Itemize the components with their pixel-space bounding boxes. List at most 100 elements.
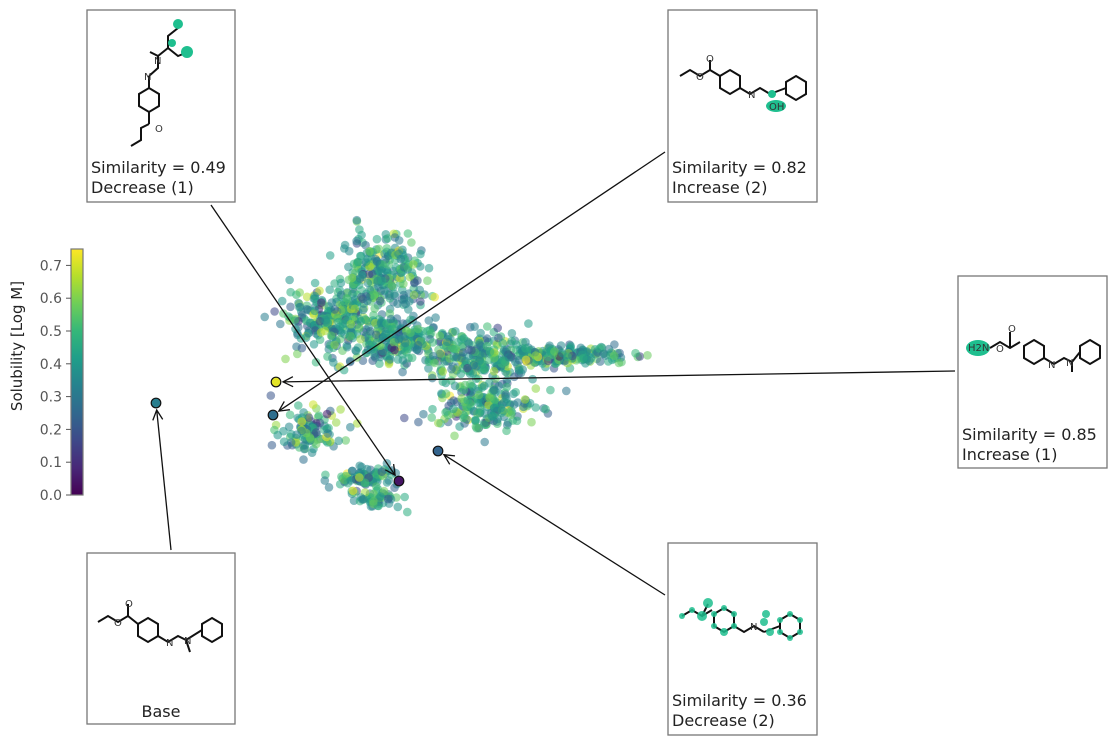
scatter-point — [310, 278, 320, 288]
scatter-point — [507, 329, 517, 338]
scatter-point — [423, 276, 432, 286]
scatter-point — [372, 234, 382, 244]
scatter-point — [470, 322, 479, 332]
scatter-point — [452, 352, 461, 362]
scatter-point — [578, 345, 587, 355]
scatter-point — [459, 413, 468, 423]
scatter-point — [371, 330, 381, 340]
scatter-point — [502, 426, 511, 436]
scatter-point — [353, 419, 362, 428]
scatter-point — [370, 304, 380, 313]
scatter-point — [377, 266, 386, 275]
scatter-point — [293, 349, 302, 359]
scatter-point — [394, 236, 404, 245]
colorbar-tick-label: 0.3 — [40, 390, 62, 406]
scatter-point — [311, 357, 321, 367]
scatter-point — [403, 229, 413, 238]
scatter-point — [376, 492, 385, 501]
scatter-point — [346, 476, 356, 485]
scatter-point — [327, 298, 337, 307]
scatter-point — [483, 322, 492, 331]
annotation-line: Decrease (1) — [91, 178, 194, 197]
scatter-point — [469, 360, 478, 370]
molecule-increase-2 — [679, 60, 807, 112]
scatter-point — [464, 339, 474, 348]
annotation-line: Similarity = 0.49 — [91, 158, 226, 177]
scatter-point — [357, 292, 366, 302]
scatter-point — [415, 285, 425, 295]
scatter-point — [474, 423, 483, 433]
scatter-point — [438, 367, 448, 376]
scatter-point — [404, 305, 413, 314]
scatter-point — [304, 329, 313, 338]
scatter-point — [490, 395, 499, 405]
highlight-point-base — [150, 397, 162, 409]
scatter-point — [460, 380, 470, 390]
scatter-point — [527, 417, 536, 427]
scatter-point — [346, 319, 356, 329]
scatter-point — [368, 290, 378, 300]
scatter-point — [260, 312, 270, 322]
scatter-point — [309, 340, 319, 349]
atom-label: N — [154, 56, 161, 67]
scatter-point — [562, 386, 571, 396]
scatter-point — [311, 428, 321, 437]
scatter-point — [412, 345, 422, 354]
scatter-point — [424, 364, 433, 373]
scatter-point — [414, 417, 423, 427]
scatter-point — [320, 476, 330, 485]
scatter-point — [400, 413, 409, 423]
colorbar-tick-label: 0.7 — [40, 258, 62, 274]
scatter-cloud — [260, 215, 652, 517]
scatter-point — [489, 367, 499, 376]
scatter-point — [363, 278, 373, 288]
scatter-point — [521, 355, 531, 365]
scatter-point — [510, 372, 519, 382]
scatter-point — [435, 349, 445, 359]
scatter-point — [342, 342, 352, 352]
scatter-point — [480, 381, 489, 391]
atom-label: N — [1048, 360, 1055, 371]
scatter-point — [489, 385, 499, 395]
annotation-line: Similarity = 0.36 — [672, 691, 807, 710]
scatter-point — [512, 416, 522, 426]
scatter-point — [506, 410, 516, 420]
scatter-point — [305, 318, 315, 328]
scatter-point — [428, 404, 437, 414]
colorbar-tick-label: 0.2 — [40, 422, 62, 438]
scatter-point — [305, 433, 315, 442]
scatter-point — [643, 351, 652, 360]
scatter-point — [416, 297, 425, 306]
scatter-point — [488, 411, 498, 421]
scatter-point — [324, 483, 334, 492]
scatter-point — [475, 408, 484, 418]
scatter-point — [514, 366, 524, 375]
scatter-point — [336, 278, 346, 288]
scatter-point — [541, 348, 551, 358]
scatter-point — [345, 332, 355, 341]
scatter-point — [296, 302, 305, 312]
atom-label: O — [125, 599, 133, 610]
scatter-point — [531, 384, 541, 393]
scatter-point — [352, 236, 361, 246]
scatter-point — [371, 353, 380, 362]
scatter-point — [498, 338, 508, 348]
annotation-line: Similarity = 0.85 — [962, 425, 1097, 444]
scatter-point — [424, 316, 434, 325]
annotation-box-base: O O N N Base — [86, 552, 236, 725]
annotation-box-decrease-2: N Similarity = 0.36 Decrease (2) — [667, 542, 818, 736]
scatter-point — [383, 494, 393, 504]
scatter-point — [266, 391, 276, 400]
scatter-point — [316, 328, 326, 337]
scatter-point — [610, 340, 619, 349]
scatter-point — [352, 215, 362, 225]
scatter-point — [456, 369, 466, 379]
atom-label: O — [1008, 324, 1016, 335]
scatter-point — [300, 444, 309, 454]
scatter-point — [485, 347, 495, 357]
arrowhead-base — [152, 408, 164, 421]
scatter-point — [614, 358, 624, 368]
scatter-point — [409, 290, 419, 300]
scatter-point — [476, 342, 486, 351]
